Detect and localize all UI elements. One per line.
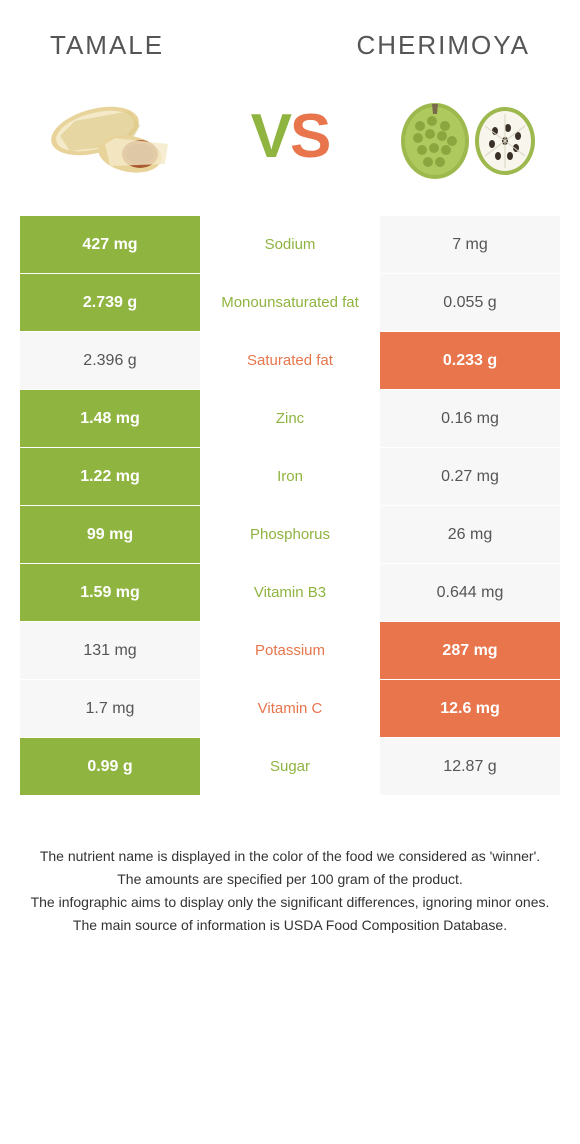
title-left: Tamale (50, 30, 164, 61)
nutrient-label: Sugar (200, 738, 380, 795)
footnote-line: The infographic aims to display only the… (30, 892, 550, 913)
left-value: 99 mg (20, 506, 200, 563)
left-value: 2.739 g (20, 274, 200, 331)
right-value: 12.87 g (380, 738, 560, 795)
footnote-line: The nutrient name is displayed in the co… (30, 846, 550, 867)
header-titles: Tamale Cherimoya (0, 0, 580, 76)
images-row: VS (0, 76, 580, 216)
right-value: 0.055 g (380, 274, 560, 331)
table-row: 1.48 mgZinc0.16 mg (20, 390, 560, 448)
left-value: 2.396 g (20, 332, 200, 389)
nutrient-label: Potassium (200, 622, 380, 679)
footnotes: The nutrient name is displayed in the co… (0, 796, 580, 936)
nutrient-label: Iron (200, 448, 380, 505)
cherimoya-image (390, 86, 540, 186)
right-value: 0.644 mg (380, 564, 560, 621)
nutrient-label: Sodium (200, 216, 380, 273)
table-row: 1.7 mgVitamin C12.6 mg (20, 680, 560, 738)
nutrient-label: Saturated fat (200, 332, 380, 389)
right-value: 7 mg (380, 216, 560, 273)
nutrient-label: Phosphorus (200, 506, 380, 563)
right-value: 0.16 mg (380, 390, 560, 447)
vs-s: S (290, 102, 329, 171)
left-value: 427 mg (20, 216, 200, 273)
nutrient-label: Zinc (200, 390, 380, 447)
title-right: Cherimoya (356, 30, 530, 61)
right-value: 0.27 mg (380, 448, 560, 505)
vs-v: V (251, 102, 290, 171)
nutrient-label: Monounsaturated fat (200, 274, 380, 331)
tamale-image (40, 86, 190, 186)
right-value: 287 mg (380, 622, 560, 679)
right-value: 0.233 g (380, 332, 560, 389)
right-value: 12.6 mg (380, 680, 560, 737)
left-value: 1.48 mg (20, 390, 200, 447)
table-row: 427 mgSodium7 mg (20, 216, 560, 274)
left-value: 131 mg (20, 622, 200, 679)
table-row: 1.22 mgIron0.27 mg (20, 448, 560, 506)
comparison-table: 427 mgSodium7 mg2.739 gMonounsaturated f… (20, 216, 560, 796)
left-value: 1.22 mg (20, 448, 200, 505)
table-row: 0.99 gSugar12.87 g (20, 738, 560, 796)
nutrient-label: Vitamin B3 (200, 564, 380, 621)
left-value: 1.7 mg (20, 680, 200, 737)
table-row: 1.59 mgVitamin B30.644 mg (20, 564, 560, 622)
table-row: 2.396 gSaturated fat0.233 g (20, 332, 560, 390)
left-value: 0.99 g (20, 738, 200, 795)
table-row: 131 mgPotassium287 mg (20, 622, 560, 680)
footnote-line: The main source of information is USDA F… (30, 915, 550, 936)
table-row: 2.739 gMonounsaturated fat0.055 g (20, 274, 560, 332)
right-value: 26 mg (380, 506, 560, 563)
table-row: 99 mgPhosphorus26 mg (20, 506, 560, 564)
nutrient-label: Vitamin C (200, 680, 380, 737)
left-value: 1.59 mg (20, 564, 200, 621)
vs-label: VS (251, 101, 330, 172)
footnote-line: The amounts are specified per 100 gram o… (30, 869, 550, 890)
